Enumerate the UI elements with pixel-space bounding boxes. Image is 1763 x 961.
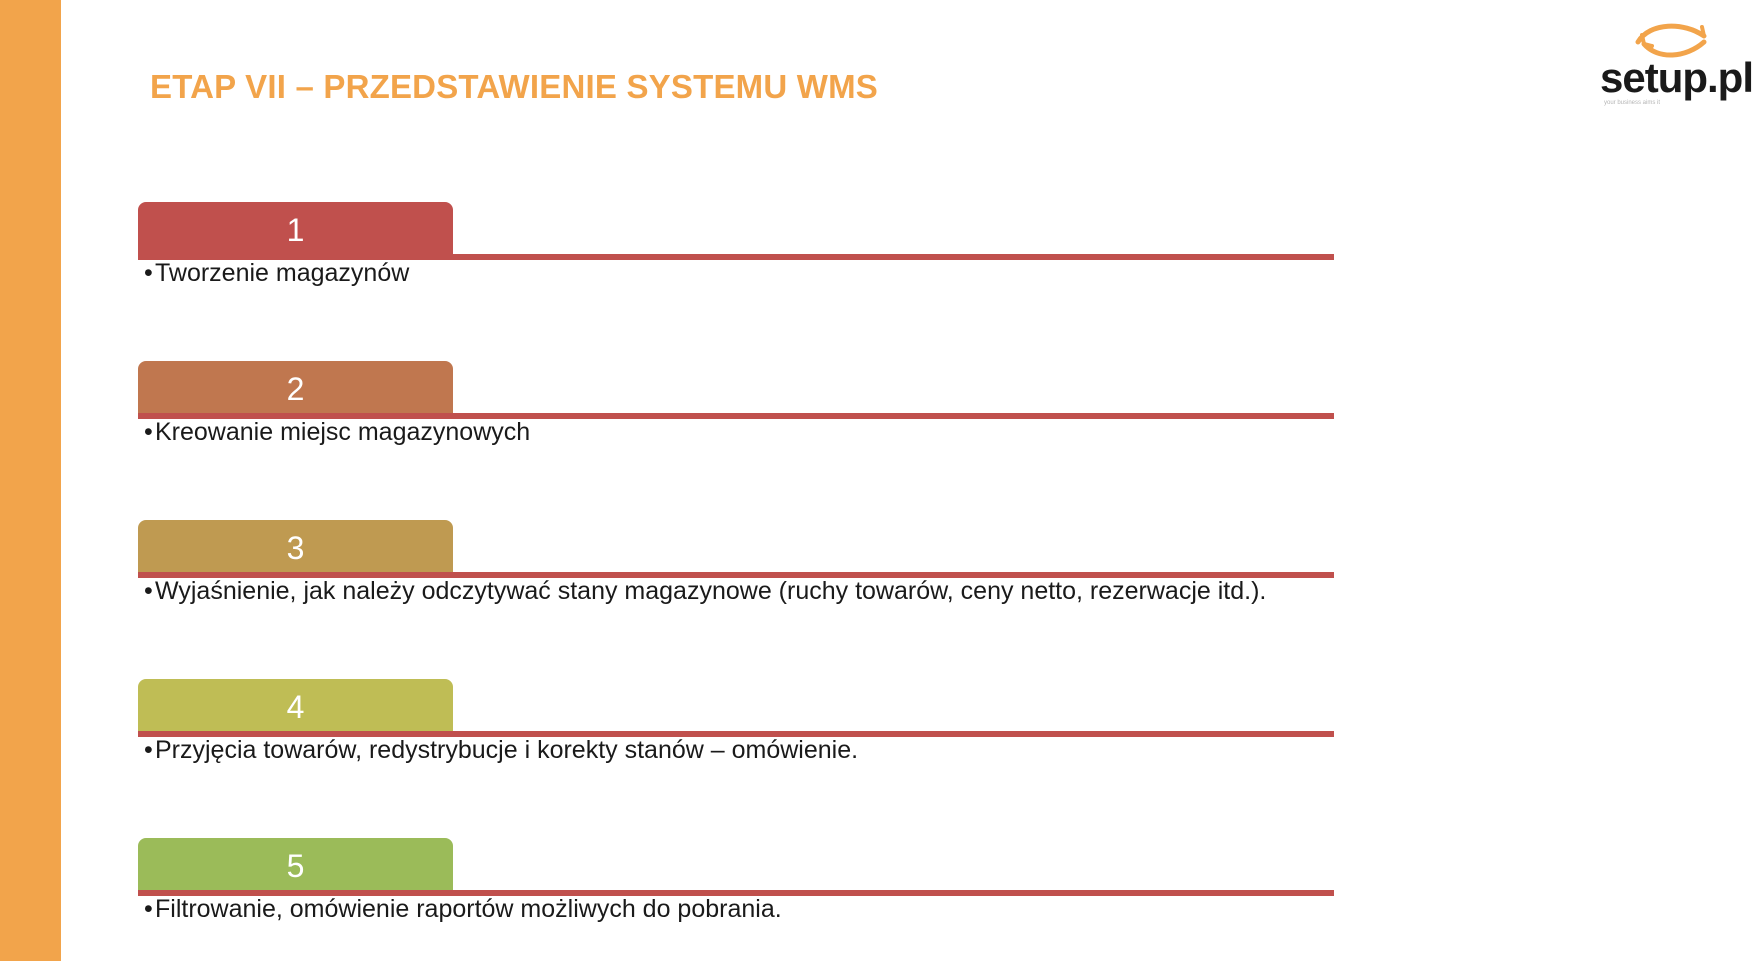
step-description: • Kreowanie miejsc magazynowych [144, 418, 1324, 446]
step-description: • Przyjęcia towarów, redystrybucje i kor… [144, 736, 1324, 764]
step-text: Kreowanie miejsc magazynowych [155, 418, 531, 446]
step-text: Filtrowanie, omówienie raportów możliwyc… [155, 895, 782, 923]
step-divider-line [138, 254, 1334, 260]
logo: setup.pl your business aims it [1590, 20, 1754, 110]
bullet: • [144, 418, 153, 446]
step-text: Przyjęcia towarów, redystrybucje i korek… [155, 736, 859, 764]
logo-tagline: your business aims it [1604, 100, 1661, 106]
step-number-tab: 3 [138, 520, 453, 577]
logo-swoosh-icon [1635, 23, 1707, 58]
step-description: • Tworzenie magazynów [144, 259, 1324, 287]
step-text: Wyjaśnienie, jak należy odczytywać stany… [155, 577, 1267, 605]
step-number-tab: 2 [138, 361, 453, 418]
step-divider-line [138, 731, 1334, 737]
step-number-tab: 1 [138, 202, 453, 259]
step-number-tab: 5 [138, 838, 453, 895]
step-description: • Filtrowanie, omówienie raportów możliw… [144, 895, 1324, 923]
step-divider-line [138, 890, 1334, 896]
bullet: • [144, 736, 153, 764]
step-number-tab: 4 [138, 679, 453, 736]
step-divider-line [138, 572, 1334, 578]
bullet: • [144, 259, 153, 287]
bullet: • [144, 895, 153, 923]
step-divider-line [138, 413, 1334, 419]
bullet: • [144, 577, 153, 605]
page-title: ETAP VII – PRZEDSTAWIENIE SYSTEMU WMS [150, 68, 878, 105]
side-accent-bar [0, 0, 61, 961]
logo-text: setup.pl [1600, 54, 1754, 101]
step-text: Tworzenie magazynów [155, 259, 410, 287]
step-description: • Wyjaśnienie, jak należy odczytywać sta… [144, 577, 1324, 605]
